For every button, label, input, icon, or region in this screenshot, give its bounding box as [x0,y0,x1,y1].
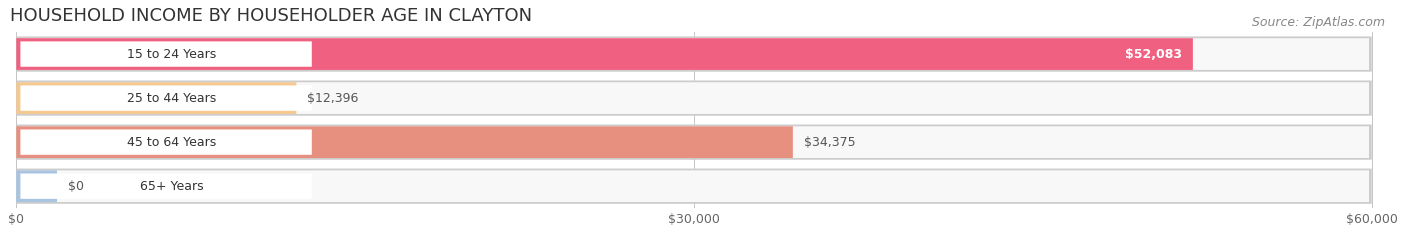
Text: Source: ZipAtlas.com: Source: ZipAtlas.com [1251,16,1385,29]
FancyBboxPatch shape [17,82,297,114]
FancyBboxPatch shape [20,38,1369,70]
FancyBboxPatch shape [17,168,1372,204]
FancyBboxPatch shape [17,170,58,202]
Text: $12,396: $12,396 [307,92,359,105]
FancyBboxPatch shape [20,126,1369,158]
FancyBboxPatch shape [21,174,312,199]
FancyBboxPatch shape [17,126,793,158]
Text: $52,083: $52,083 [1125,48,1182,61]
Text: 65+ Years: 65+ Years [141,180,204,193]
Text: $34,375: $34,375 [804,136,855,149]
FancyBboxPatch shape [21,86,312,111]
Text: 25 to 44 Years: 25 to 44 Years [128,92,217,105]
FancyBboxPatch shape [17,124,1372,160]
FancyBboxPatch shape [17,80,1372,116]
FancyBboxPatch shape [20,170,1369,202]
FancyBboxPatch shape [20,82,1369,114]
Text: HOUSEHOLD INCOME BY HOUSEHOLDER AGE IN CLAYTON: HOUSEHOLD INCOME BY HOUSEHOLDER AGE IN C… [10,7,531,25]
Text: 15 to 24 Years: 15 to 24 Years [128,48,217,61]
Text: 45 to 64 Years: 45 to 64 Years [128,136,217,149]
FancyBboxPatch shape [17,36,1372,72]
FancyBboxPatch shape [21,130,312,155]
FancyBboxPatch shape [17,38,1192,70]
Text: $0: $0 [67,180,84,193]
FancyBboxPatch shape [21,41,312,67]
